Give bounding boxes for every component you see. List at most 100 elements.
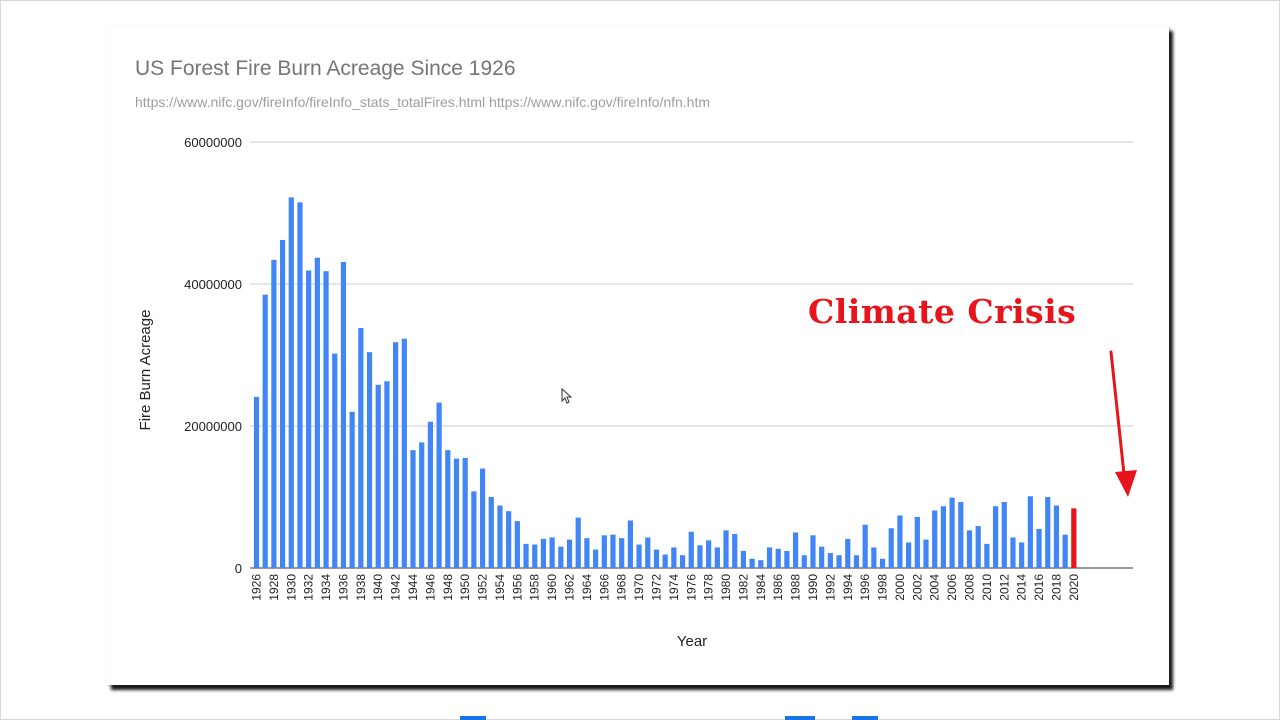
- x-tick-label: 1982: [736, 574, 750, 601]
- x-tick-label: 2008: [962, 574, 976, 601]
- x-tick-label: 1942: [389, 574, 403, 601]
- x-tick-label: 1940: [371, 574, 385, 601]
- x-tick-label: 1974: [667, 574, 681, 601]
- bar-1996: [862, 524, 868, 568]
- annotation-arrow: [1109, 350, 1137, 497]
- bar-1958: [532, 544, 538, 568]
- bar-1959: [540, 538, 547, 568]
- bars: [253, 197, 1077, 569]
- bar-2000: [897, 515, 903, 568]
- gridlines: [250, 141, 1133, 569]
- bar-2020: [1071, 508, 1077, 568]
- x-tick-label: 1936: [336, 574, 350, 601]
- x-tick-label: 1962: [563, 574, 577, 601]
- bar-1971: [645, 537, 651, 568]
- x-tick-label: 1966: [597, 574, 611, 601]
- chart-subtitle: https://www.nifc.gov/fireInfo/fireInfo_s…: [135, 94, 711, 110]
- x-tick-label: 1988: [789, 574, 803, 601]
- bar-1980: [723, 530, 729, 568]
- x-tick-label: 2000: [893, 574, 907, 601]
- x-tick-label: 1950: [458, 574, 472, 601]
- y-tick-label: 0: [235, 561, 242, 576]
- bar-1984: [758, 560, 764, 568]
- bar-1955: [506, 511, 512, 568]
- x-tick-label: 1986: [771, 574, 785, 601]
- bar-1977: [697, 545, 703, 568]
- x-tick-label: 2010: [980, 574, 994, 601]
- x-tick-label: 1970: [632, 574, 646, 601]
- bar-2005: [940, 506, 946, 568]
- x-tick-label: 1992: [823, 574, 837, 601]
- bar-1986: [775, 548, 781, 568]
- bar-2013: [1010, 537, 1016, 568]
- bar-2010: [984, 543, 990, 568]
- bar-1932: [306, 270, 312, 568]
- bar-1975: [679, 555, 686, 568]
- bar-2017: [1045, 497, 1051, 568]
- bar-1947: [436, 402, 442, 568]
- bar-1974: [671, 547, 677, 568]
- bar-1928: [271, 259, 277, 568]
- bar-1953: [488, 497, 494, 568]
- x-tick-label: 1972: [649, 574, 663, 601]
- x-tick-label: 1954: [493, 574, 507, 601]
- x-tick-label: 2012: [997, 574, 1011, 601]
- x-tick-label: 2006: [945, 574, 959, 601]
- bar-2009: [975, 526, 981, 568]
- bar-2001: [906, 542, 912, 568]
- bar-1969: [627, 520, 633, 568]
- bar-1987: [784, 550, 790, 568]
- bar-1976: [688, 531, 694, 568]
- x-tick-label: 2004: [928, 574, 942, 601]
- x-tick-label: 1952: [476, 574, 490, 601]
- y-tick-label: 20000000: [184, 419, 242, 434]
- bar-1992: [827, 553, 833, 568]
- mouse-cursor-icon: [561, 387, 573, 404]
- x-tick-label: 1964: [580, 574, 594, 601]
- bar-1967: [610, 534, 616, 568]
- x-tick-label: 1938: [354, 574, 368, 601]
- x-tick-label: 2014: [1015, 574, 1029, 601]
- bar-1946: [427, 421, 433, 568]
- bar-2012: [1001, 501, 1007, 568]
- x-tick-label: 2002: [910, 574, 924, 601]
- bar-1944: [410, 450, 416, 568]
- x-tick-label: 1926: [250, 574, 264, 601]
- bar-1962: [566, 539, 573, 568]
- x-tick-label: 1990: [806, 574, 820, 601]
- bar-2014: [1019, 542, 1025, 568]
- bar-1998: [879, 558, 886, 568]
- bar-1940: [375, 384, 381, 568]
- bar-1973: [662, 554, 668, 568]
- bar-2015: [1027, 496, 1033, 568]
- x-tick-label: 1958: [528, 574, 542, 601]
- x-tick-label: 2020: [1067, 574, 1081, 601]
- bar-2016: [1036, 528, 1042, 568]
- y-tick-label: 40000000: [184, 277, 242, 292]
- bar-1926: [253, 396, 260, 568]
- bar-1964: [584, 538, 590, 568]
- bar-1988: [792, 532, 799, 568]
- bar-1933: [314, 257, 320, 568]
- bar-1994: [845, 538, 851, 568]
- bar-1965: [593, 549, 599, 568]
- y-tick-label: 60000000: [184, 135, 242, 150]
- x-tick-label: 1946: [423, 574, 437, 601]
- x-tick-label: 1944: [406, 574, 420, 601]
- bar-2008: [966, 530, 973, 568]
- bar-2003: [923, 539, 929, 568]
- bar-1931: [297, 202, 303, 568]
- bar-1990: [810, 535, 816, 568]
- bar-1952: [479, 468, 486, 568]
- x-tick-label: 1928: [267, 574, 281, 601]
- x-tick-label: 1968: [615, 574, 629, 601]
- bar-1942: [393, 342, 399, 568]
- x-tick-label: 1978: [702, 574, 716, 601]
- bar-2018: [1053, 505, 1060, 568]
- x-tick-label: 2016: [1032, 574, 1046, 601]
- chart-title: US Forest Fire Burn Acreage Since 1926: [135, 57, 516, 80]
- y-tick-labels: 0 20000000 40000000 60000000: [184, 135, 242, 576]
- bar-1989: [801, 555, 807, 568]
- bar-1993: [836, 555, 842, 568]
- bar-2002: [914, 516, 920, 568]
